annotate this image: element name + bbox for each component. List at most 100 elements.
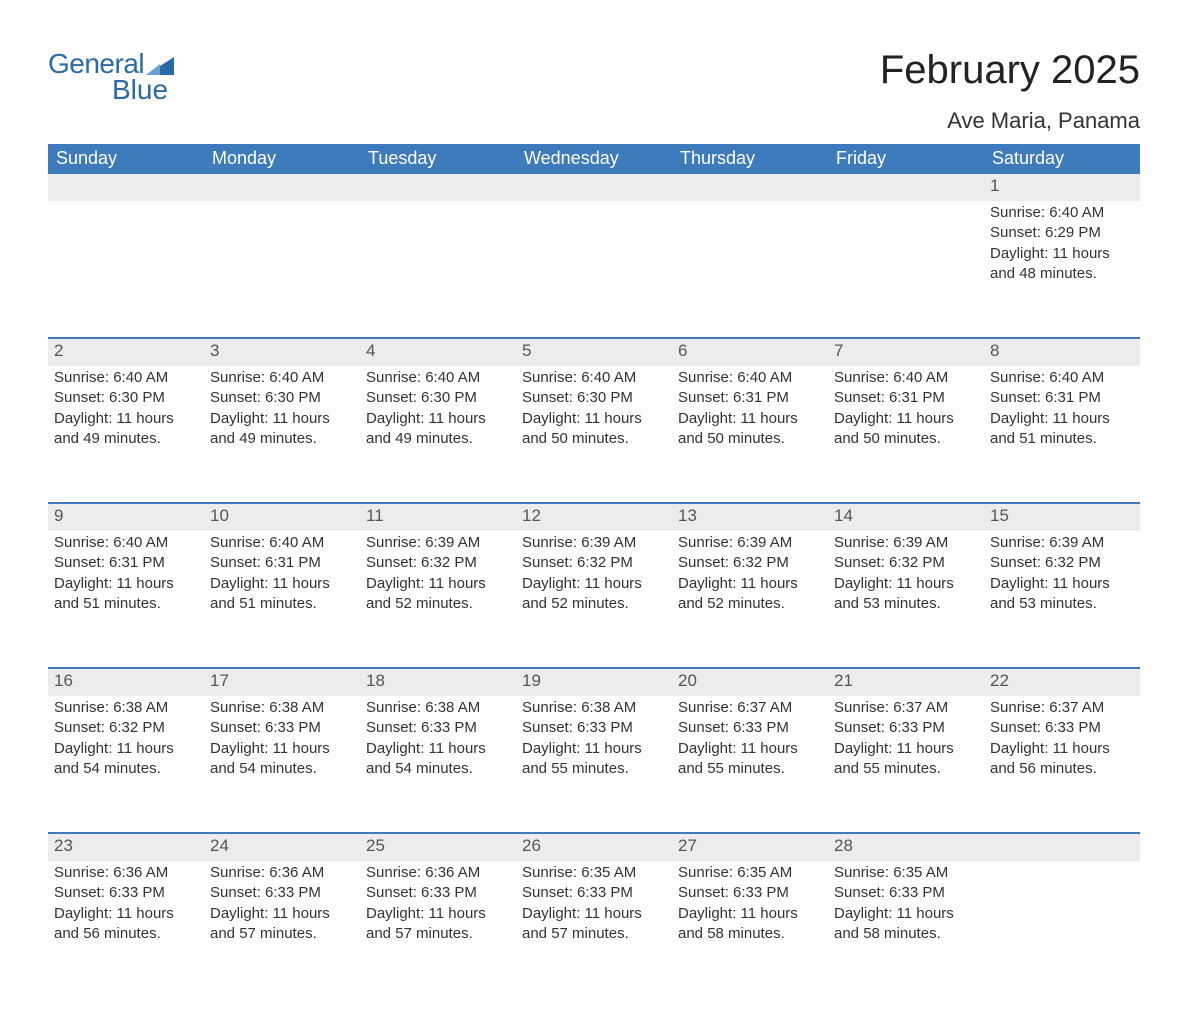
calendar: Sunday Monday Tuesday Wednesday Thursday… (48, 144, 1140, 973)
sunrise-line: Sunrise: 6:40 AM (210, 533, 354, 553)
daylight-line: Daylight: 11 hours and 54 minutes. (210, 739, 354, 780)
sunset-line: Sunset: 6:30 PM (54, 388, 198, 408)
day-cell: Sunrise: 6:35 AMSunset: 6:33 PMDaylight:… (672, 861, 828, 973)
day-cell: Sunrise: 6:39 AMSunset: 6:32 PMDaylight:… (828, 531, 984, 643)
day-number: 16 (48, 669, 204, 696)
sunrise-line: Sunrise: 6:37 AM (990, 698, 1134, 718)
day-number: 17 (204, 669, 360, 696)
sunrise-line: Sunrise: 6:40 AM (522, 368, 666, 388)
sunset-line: Sunset: 6:31 PM (54, 553, 198, 573)
daylight-line: Daylight: 11 hours and 55 minutes. (522, 739, 666, 780)
daylight-line: Daylight: 11 hours and 56 minutes. (54, 904, 198, 945)
day-number: 19 (516, 669, 672, 696)
dow-wednesday: Wednesday (516, 144, 672, 174)
day-cell: Sunrise: 6:38 AMSunset: 6:33 PMDaylight:… (204, 696, 360, 808)
dow-friday: Friday (828, 144, 984, 174)
day-number: 4 (360, 339, 516, 366)
sunset-line: Sunset: 6:32 PM (366, 553, 510, 573)
sunset-line: Sunset: 6:33 PM (678, 883, 822, 903)
day-cell (516, 201, 672, 313)
day-cell: Sunrise: 6:40 AMSunset: 6:30 PMDaylight:… (516, 366, 672, 478)
sunrise-line: Sunrise: 6:37 AM (834, 698, 978, 718)
day-cell: Sunrise: 6:40 AMSunset: 6:31 PMDaylight:… (984, 366, 1140, 478)
daylight-line: Daylight: 11 hours and 50 minutes. (522, 409, 666, 450)
daynum-band: 16171819202122 (48, 669, 1140, 696)
day-cell: Sunrise: 6:39 AMSunset: 6:32 PMDaylight:… (516, 531, 672, 643)
day-cell: Sunrise: 6:36 AMSunset: 6:33 PMDaylight:… (360, 861, 516, 973)
daylight-line: Daylight: 11 hours and 53 minutes. (990, 574, 1134, 615)
day-number (828, 174, 984, 201)
day-cell: Sunrise: 6:40 AMSunset: 6:31 PMDaylight:… (204, 531, 360, 643)
sunset-line: Sunset: 6:30 PM (522, 388, 666, 408)
sunset-line: Sunset: 6:30 PM (366, 388, 510, 408)
sunset-line: Sunset: 6:33 PM (522, 718, 666, 738)
day-number: 21 (828, 669, 984, 696)
day-number: 5 (516, 339, 672, 366)
calendar-week: 2345678Sunrise: 6:40 AMSunset: 6:30 PMDa… (48, 337, 1140, 478)
page-title: February 2025 (880, 48, 1140, 92)
day-number: 10 (204, 504, 360, 531)
sunrise-line: Sunrise: 6:39 AM (834, 533, 978, 553)
daylight-line: Daylight: 11 hours and 53 minutes. (834, 574, 978, 615)
sunset-line: Sunset: 6:31 PM (210, 553, 354, 573)
dow-saturday: Saturday (984, 144, 1140, 174)
sunset-line: Sunset: 6:33 PM (366, 718, 510, 738)
day-number: 15 (984, 504, 1140, 531)
dow-tuesday: Tuesday (360, 144, 516, 174)
daylight-line: Daylight: 11 hours and 57 minutes. (210, 904, 354, 945)
day-cell: Sunrise: 6:37 AMSunset: 6:33 PMDaylight:… (984, 696, 1140, 808)
sunrise-line: Sunrise: 6:38 AM (54, 698, 198, 718)
day-cell: Sunrise: 6:38 AMSunset: 6:33 PMDaylight:… (516, 696, 672, 808)
daylight-line: Daylight: 11 hours and 54 minutes. (366, 739, 510, 780)
daylight-line: Daylight: 11 hours and 49 minutes. (54, 409, 198, 450)
daylight-line: Daylight: 11 hours and 48 minutes. (990, 244, 1134, 285)
daylight-line: Daylight: 11 hours and 57 minutes. (522, 904, 666, 945)
sunset-line: Sunset: 6:33 PM (210, 883, 354, 903)
page: General Blue February 2025 Ave Maria, Pa… (0, 0, 1188, 1013)
header: General Blue February 2025 Ave Maria, Pa… (48, 48, 1140, 134)
day-number: 18 (360, 669, 516, 696)
day-number: 9 (48, 504, 204, 531)
sunrise-line: Sunrise: 6:40 AM (54, 533, 198, 553)
daynum-band: 232425262728 (48, 834, 1140, 861)
sunrise-line: Sunrise: 6:40 AM (54, 368, 198, 388)
sunset-line: Sunset: 6:33 PM (990, 718, 1134, 738)
daylight-line: Daylight: 11 hours and 58 minutes. (678, 904, 822, 945)
day-number (48, 174, 204, 201)
daylight-line: Daylight: 11 hours and 49 minutes. (210, 409, 354, 450)
day-cell: Sunrise: 6:39 AMSunset: 6:32 PMDaylight:… (984, 531, 1140, 643)
sunrise-line: Sunrise: 6:36 AM (54, 863, 198, 883)
daylight-line: Daylight: 11 hours and 52 minutes. (366, 574, 510, 615)
daylight-line: Daylight: 11 hours and 56 minutes. (990, 739, 1134, 780)
daylight-line: Daylight: 11 hours and 55 minutes. (678, 739, 822, 780)
daylight-line: Daylight: 11 hours and 55 minutes. (834, 739, 978, 780)
sunset-line: Sunset: 6:33 PM (210, 718, 354, 738)
daylight-line: Daylight: 11 hours and 58 minutes. (834, 904, 978, 945)
day-cell: Sunrise: 6:38 AMSunset: 6:32 PMDaylight:… (48, 696, 204, 808)
sunset-line: Sunset: 6:31 PM (834, 388, 978, 408)
daylight-line: Daylight: 11 hours and 50 minutes. (678, 409, 822, 450)
day-number: 24 (204, 834, 360, 861)
sunrise-line: Sunrise: 6:40 AM (210, 368, 354, 388)
day-number (984, 834, 1140, 861)
day-number: 25 (360, 834, 516, 861)
day-number: 26 (516, 834, 672, 861)
sunrise-line: Sunrise: 6:39 AM (522, 533, 666, 553)
sunset-line: Sunset: 6:32 PM (54, 718, 198, 738)
day-cell: Sunrise: 6:40 AMSunset: 6:30 PMDaylight:… (360, 366, 516, 478)
day-cell (672, 201, 828, 313)
day-cell: Sunrise: 6:40 AMSunset: 6:31 PMDaylight:… (672, 366, 828, 478)
sunrise-line: Sunrise: 6:40 AM (834, 368, 978, 388)
sunset-line: Sunset: 6:30 PM (210, 388, 354, 408)
sunrise-line: Sunrise: 6:38 AM (210, 698, 354, 718)
daylight-line: Daylight: 11 hours and 52 minutes. (678, 574, 822, 615)
weeks-container: 1Sunrise: 6:40 AMSunset: 6:29 PMDaylight… (48, 174, 1140, 973)
brand-mark-icon (146, 50, 174, 82)
sunrise-line: Sunrise: 6:39 AM (990, 533, 1134, 553)
daylight-line: Daylight: 11 hours and 49 minutes. (366, 409, 510, 450)
sunset-line: Sunset: 6:33 PM (834, 883, 978, 903)
sunrise-line: Sunrise: 6:35 AM (522, 863, 666, 883)
day-cell (360, 201, 516, 313)
sunset-line: Sunset: 6:31 PM (678, 388, 822, 408)
day-number (516, 174, 672, 201)
